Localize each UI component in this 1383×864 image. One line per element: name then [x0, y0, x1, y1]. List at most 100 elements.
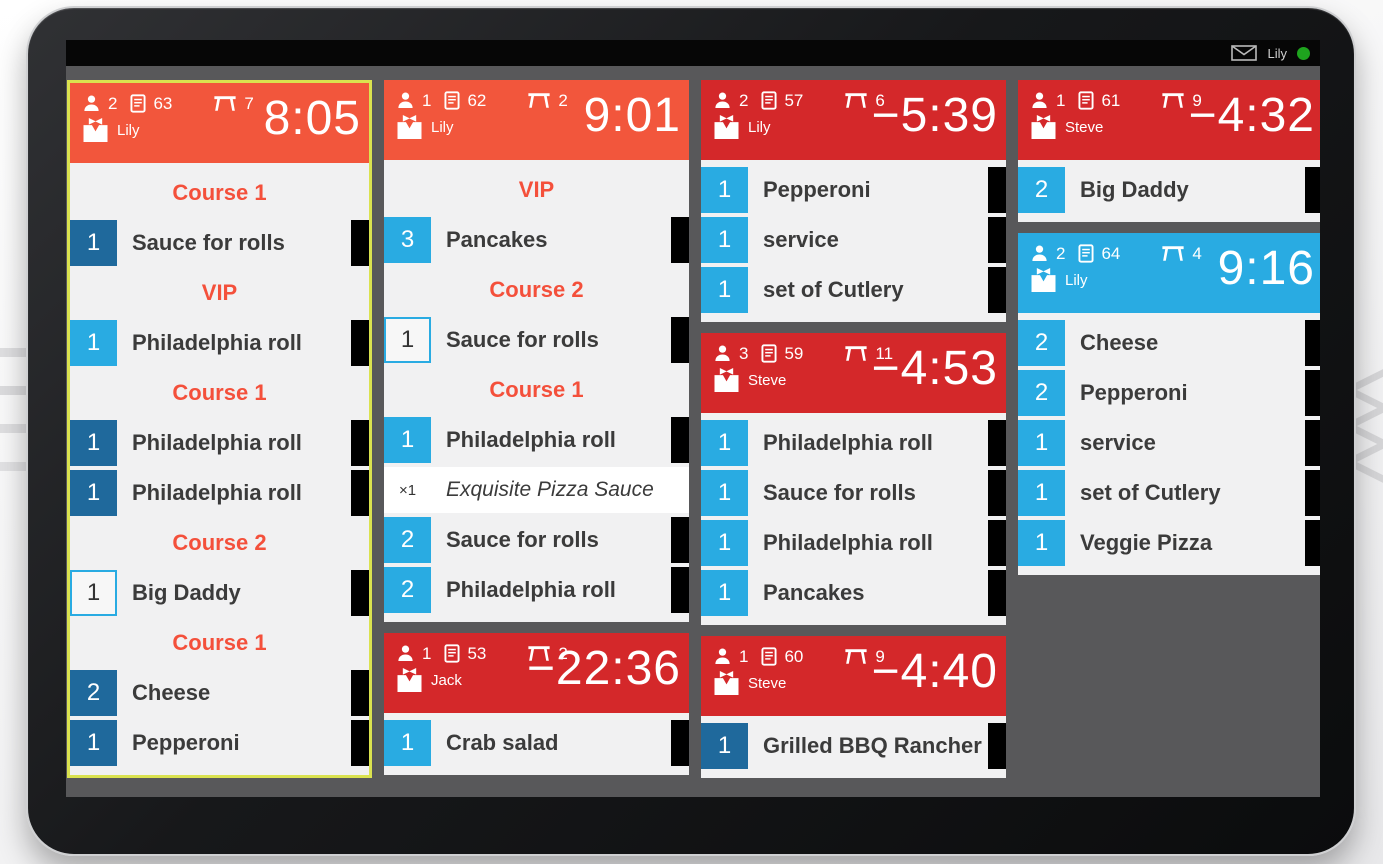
quantity-badge: 2: [70, 670, 117, 716]
kds-screen: Lily 2 63 7 Lily 8:05 Course 1 1 Sauce for roll…: [66, 40, 1320, 797]
bump-strip[interactable]: [988, 723, 1006, 769]
item-name: Philadelphia roll: [132, 430, 302, 455]
order-item-row[interactable]: 1 Philadelphia roll: [701, 420, 1006, 466]
order-timer: −4:53: [871, 342, 998, 395]
bump-strip[interactable]: [351, 670, 369, 716]
quantity-badge: 2: [1018, 167, 1065, 213]
ticket-header[interactable]: 2 63 7 Lily 8:05: [70, 83, 369, 163]
order-ticket-63[interactable]: 2 63 7 Lily 8:05 Course 1 1 Sauce for rolls VIP 1…: [67, 80, 372, 778]
quantity-badge: 3: [384, 217, 431, 263]
envelope-icon[interactable]: [1231, 45, 1258, 61]
bump-strip[interactable]: [1305, 320, 1320, 366]
guest-count: 1: [422, 644, 432, 663]
item-name: Cheese: [132, 680, 211, 705]
bump-strip[interactable]: [1305, 470, 1320, 516]
table-icon: [527, 92, 551, 109]
bump-strip[interactable]: [351, 720, 369, 766]
order-item-row[interactable]: 1 service: [1018, 420, 1320, 466]
table-number: 2: [558, 91, 568, 110]
item-name: Philadelphia roll: [446, 577, 616, 602]
order-item-row[interactable]: 1 Philadelphia roll: [701, 520, 1006, 566]
bump-strip[interactable]: [988, 267, 1006, 313]
bump-strip[interactable]: [351, 420, 369, 466]
order-item-row[interactable]: 2 Philadelphia roll: [384, 567, 689, 613]
ticket-header[interactable]: 1 53 2 Jack −22:36: [384, 633, 689, 713]
order-ticket-53[interactable]: 1 53 2 Jack −22:36 1 Crab salad: [384, 633, 689, 775]
table-icon: [844, 92, 868, 109]
ticket-header[interactable]: 3 59 11 Steve −4:53: [701, 333, 1006, 413]
order-item-row[interactable]: 1 Sauce for rolls: [701, 470, 1006, 516]
bump-strip[interactable]: [671, 417, 689, 463]
order-item-row[interactable]: 1 set of Cutlery: [1018, 470, 1320, 516]
status-user-name: Lily: [1267, 45, 1287, 61]
modifier-row[interactable]: ×1 Exquisite Pizza Sauce: [384, 467, 689, 513]
bump-strip[interactable]: [1305, 420, 1320, 466]
order-item-row[interactable]: 2 Big Daddy: [1018, 167, 1320, 213]
bump-strip[interactable]: [351, 470, 369, 516]
bump-strip[interactable]: [671, 317, 689, 363]
ticket-header[interactable]: 1 60 9 Steve −4:40: [701, 636, 1006, 716]
order-ticket-60[interactable]: 1 60 9 Steve −4:40 1 Grilled BBQ Rancher: [701, 636, 1006, 778]
order-ticket-64[interactable]: 2 64 4 Lily 9:16 2 Cheese 2 Pepperoni 1 service 1 se…: [1018, 233, 1320, 575]
bump-strip[interactable]: [351, 320, 369, 366]
order-item-row[interactable]: 1 Veggie Pizza: [1018, 520, 1320, 566]
bump-strip[interactable]: [988, 420, 1006, 466]
item-name: Philadelphia roll: [763, 530, 933, 555]
order-number: 64: [1101, 244, 1121, 263]
order-item-row[interactable]: 2 Cheese: [70, 670, 369, 716]
bump-strip[interactable]: [988, 167, 1006, 213]
bump-strip[interactable]: [988, 520, 1006, 566]
item-name: Pancakes: [446, 227, 548, 252]
order-ticket-61[interactable]: 1 61 9 Steve −4:32 2 Big Daddy: [1018, 80, 1320, 222]
bump-strip[interactable]: [988, 470, 1006, 516]
order-item-row[interactable]: 2 Sauce for rolls: [384, 517, 689, 563]
order-item-row[interactable]: 1 Sauce for rolls: [70, 220, 369, 266]
order-item-row[interactable]: 1 Pepperoni: [70, 720, 369, 766]
order-ticket-59[interactable]: 3 59 11 Steve −4:53 1 Philadelphia roll 1 Sauce …: [701, 333, 1006, 625]
order-item-row[interactable]: 3 Pancakes: [384, 217, 689, 263]
ticket-header[interactable]: 1 62 2 Lily 9:01: [384, 80, 689, 160]
order-item-row[interactable]: 1 Philadelphia roll: [70, 470, 369, 516]
order-number-icon: [444, 644, 460, 663]
order-item-row[interactable]: 1 service: [701, 217, 1006, 263]
bump-strip[interactable]: [988, 217, 1006, 263]
bump-strip[interactable]: [671, 720, 689, 766]
ticket-header[interactable]: 1 61 9 Steve −4:32: [1018, 80, 1320, 160]
quantity-badge: 1: [384, 720, 431, 766]
order-item-row[interactable]: 1 Crab salad: [384, 720, 689, 766]
order-item-row[interactable]: 1 Philadelphia roll: [384, 417, 689, 463]
order-item-row[interactable]: 2 Cheese: [1018, 320, 1320, 366]
ticket-header[interactable]: 2 64 4 Lily 9:16: [1018, 233, 1320, 313]
order-item-row[interactable]: 1 Pepperoni: [701, 167, 1006, 213]
course-header: Course 2: [384, 267, 689, 313]
order-item-row[interactable]: 1 set of Cutlery: [701, 267, 1006, 313]
bump-strip[interactable]: [351, 570, 369, 616]
order-number-icon: [444, 91, 460, 110]
order-number: 62: [467, 91, 487, 110]
bump-strip[interactable]: [671, 567, 689, 613]
bump-strip[interactable]: [1305, 370, 1320, 416]
bump-strip[interactable]: [988, 570, 1006, 616]
order-item-row[interactable]: 1 Philadelphia roll: [70, 420, 369, 466]
ticket-column-4: 1 61 9 Steve −4:32 2 Big Daddy 2 64 4 Lily 9:16 2 Che…: [1018, 80, 1320, 575]
bump-strip[interactable]: [1305, 167, 1320, 213]
order-item-row[interactable]: 1 Sauce for rolls: [384, 317, 689, 363]
order-item-row[interactable]: 2 Pepperoni: [1018, 370, 1320, 416]
guest-count: 2: [739, 91, 749, 110]
order-item-row[interactable]: 1 Pancakes: [701, 570, 1006, 616]
order-ticket-62[interactable]: 1 62 2 Lily 9:01 VIP 3 Pancakes Course 2 1 Sauce f…: [384, 80, 689, 622]
item-name: Grilled BBQ Rancher: [763, 733, 982, 758]
bump-strip[interactable]: [1305, 520, 1320, 566]
bump-strip[interactable]: [671, 217, 689, 263]
ticket-header[interactable]: 2 57 6 Lily −5:39: [701, 80, 1006, 160]
guest-count: 1: [739, 647, 749, 666]
order-item-row[interactable]: 1 Big Daddy: [70, 570, 369, 616]
order-item-row[interactable]: 1 Grilled BBQ Rancher: [701, 723, 1006, 769]
ticket-items: 1 Grilled BBQ Rancher: [701, 716, 1006, 778]
quantity-badge: 1: [70, 420, 117, 466]
bump-strip[interactable]: [351, 220, 369, 266]
order-item-row[interactable]: 1 Philadelphia roll: [70, 320, 369, 366]
bump-strip[interactable]: [671, 517, 689, 563]
order-ticket-57[interactable]: 2 57 6 Lily −5:39 1 Pepperoni 1 service 1 set of C…: [701, 80, 1006, 322]
guests-icon: [396, 644, 415, 663]
